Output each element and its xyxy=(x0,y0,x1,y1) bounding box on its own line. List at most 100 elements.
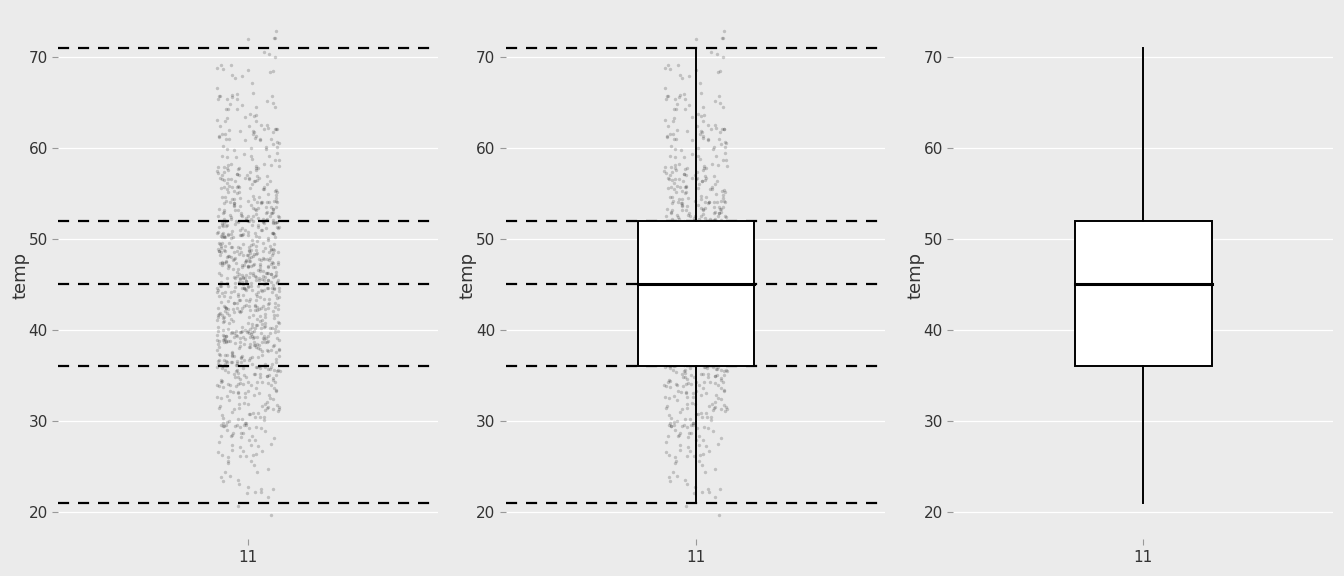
Point xyxy=(242,353,263,362)
Point xyxy=(700,323,722,332)
Point xyxy=(689,240,711,249)
Point xyxy=(210,401,231,410)
Point xyxy=(702,310,723,319)
Point xyxy=(677,333,699,342)
Point xyxy=(242,327,263,336)
Point xyxy=(676,269,698,278)
Point xyxy=(246,362,267,372)
Point xyxy=(239,353,261,362)
Point xyxy=(680,379,702,388)
Point xyxy=(675,242,696,251)
Point xyxy=(245,449,266,458)
Point xyxy=(668,243,689,252)
Point xyxy=(247,408,269,417)
Point xyxy=(233,371,254,380)
Point xyxy=(657,308,679,317)
Point xyxy=(250,324,271,333)
Point xyxy=(228,374,250,383)
Point xyxy=(715,259,737,268)
Point xyxy=(688,441,710,450)
Point xyxy=(675,165,696,174)
Point xyxy=(665,379,687,388)
Point xyxy=(689,286,711,295)
Point xyxy=(655,63,676,72)
Point xyxy=(687,253,708,263)
Point xyxy=(702,286,723,295)
Point xyxy=(241,262,262,271)
Point xyxy=(239,217,261,226)
Point xyxy=(211,364,233,373)
Point xyxy=(656,282,677,291)
Point xyxy=(702,321,723,330)
Point xyxy=(695,287,716,296)
Point xyxy=(675,218,696,227)
Point xyxy=(698,121,719,130)
Point xyxy=(702,313,723,322)
Point xyxy=(656,247,677,256)
Point xyxy=(661,167,683,176)
Point xyxy=(711,196,732,206)
Point xyxy=(681,392,703,401)
Point xyxy=(710,228,731,237)
Point xyxy=(671,305,692,314)
Point xyxy=(669,70,691,79)
Point xyxy=(700,239,722,248)
Point xyxy=(714,198,735,207)
Point xyxy=(687,339,708,348)
Point xyxy=(679,415,700,424)
Point xyxy=(207,115,228,124)
Point xyxy=(249,262,270,271)
Point xyxy=(237,250,258,259)
Point xyxy=(237,327,258,336)
Point xyxy=(208,349,230,358)
Point xyxy=(711,124,732,134)
Point xyxy=(226,90,247,99)
Point xyxy=(687,217,708,226)
Point xyxy=(255,223,277,233)
Point xyxy=(262,217,284,226)
Point xyxy=(656,247,677,256)
Point xyxy=(667,252,688,261)
Point xyxy=(694,111,715,120)
Point xyxy=(230,432,251,441)
Point xyxy=(698,135,719,145)
Point xyxy=(230,307,251,316)
Point xyxy=(242,216,263,225)
Point xyxy=(226,326,247,335)
Point xyxy=(230,194,251,203)
Point xyxy=(712,218,734,228)
Point xyxy=(712,291,734,300)
Point xyxy=(215,256,237,266)
Point xyxy=(714,333,735,342)
Point xyxy=(224,259,246,268)
Point xyxy=(261,209,282,218)
Point xyxy=(657,60,679,70)
Point xyxy=(700,218,722,227)
Point xyxy=(677,306,699,316)
Point xyxy=(676,400,698,409)
Point xyxy=(226,153,247,162)
Point xyxy=(220,252,242,262)
Point xyxy=(714,188,735,197)
Point xyxy=(668,93,689,102)
Point xyxy=(243,461,265,470)
Point xyxy=(241,332,262,341)
Point xyxy=(250,225,271,234)
Point xyxy=(269,283,290,293)
Point xyxy=(661,316,683,325)
Point xyxy=(238,273,259,282)
Point xyxy=(235,255,257,264)
Point xyxy=(262,218,284,228)
Point xyxy=(655,359,676,369)
Point xyxy=(714,143,735,152)
Point xyxy=(716,405,738,414)
Point xyxy=(688,214,710,223)
Point xyxy=(702,338,723,347)
Point xyxy=(222,91,243,100)
Point xyxy=(245,210,266,219)
Point xyxy=(261,510,282,520)
Point xyxy=(689,129,711,138)
Point xyxy=(219,386,241,396)
Point xyxy=(676,274,698,283)
Point xyxy=(216,113,238,122)
